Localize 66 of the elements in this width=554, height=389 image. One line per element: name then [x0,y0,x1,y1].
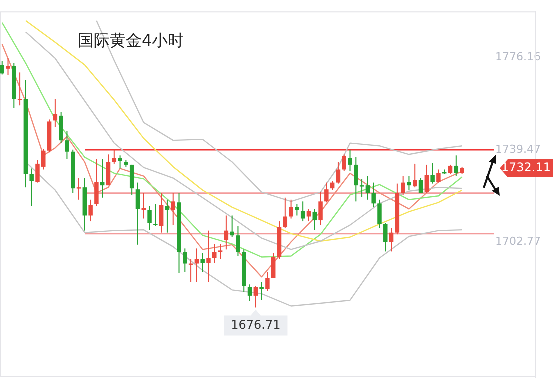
candlestick [306,208,312,222]
y-tick-label: 1739.47 [496,142,541,156]
text: 国际黄金4小时 [78,31,184,50]
candlestick [171,192,176,226]
candlestick [266,272,270,292]
candlestick [94,158,99,207]
candlestick [354,156,358,202]
candlestick [236,226,240,257]
candlestick [324,182,329,204]
candlestick [142,192,146,220]
candlestick [224,215,229,250]
candlestick [100,158,105,198]
candlestick [312,208,317,231]
candlestick [88,199,93,222]
candlestick [448,164,453,176]
candlestick [206,230,211,283]
candlestick [230,215,234,238]
annotation: 1676.71 [231,318,281,332]
candlestick [76,178,82,200]
candlestick [283,197,288,229]
candlestick [389,228,394,252]
candlestick [348,149,352,172]
candlestick [300,201,306,222]
candlestick [412,163,418,188]
candlestick [366,176,370,200]
candlestick [254,286,258,308]
candlestick [248,284,252,302]
candlestick [65,130,70,160]
candlestick [342,154,346,172]
candlestick [154,204,158,227]
candlestick [424,164,430,194]
candlestick [360,178,364,198]
candlestick [194,248,200,283]
candlestick [118,155,122,170]
candlestick [418,178,424,194]
candlestick [218,244,223,260]
candlestick [330,180,335,191]
candlestick [384,222,388,252]
candlestick [336,162,341,184]
candlestick [0,60,4,76]
candlestick [407,176,412,191]
candlestick [183,248,188,273]
candlestick [148,206,152,231]
candlestick [212,244,217,264]
candlestick [454,155,459,177]
candlestick [159,192,164,234]
text: 1732.11 [501,160,551,175]
candlestick [106,154,111,186]
candlestick [295,204,300,216]
candlestick [289,199,294,220]
candlestick [430,162,435,184]
candlestick [372,182,376,208]
candlestick [6,58,10,76]
candlestick [271,252,276,279]
candlestick [200,252,205,273]
candlestick [136,182,140,246]
candlestick [18,72,22,106]
candlestick [30,168,34,207]
candlestick [260,282,264,301]
y-tick-label: 1702.77 [496,235,541,248]
candlestick [53,98,58,128]
candlestick [318,192,323,226]
candlestick [436,169,441,184]
candlestick [378,199,382,229]
candlestick [130,164,134,196]
candlestick [401,176,406,196]
